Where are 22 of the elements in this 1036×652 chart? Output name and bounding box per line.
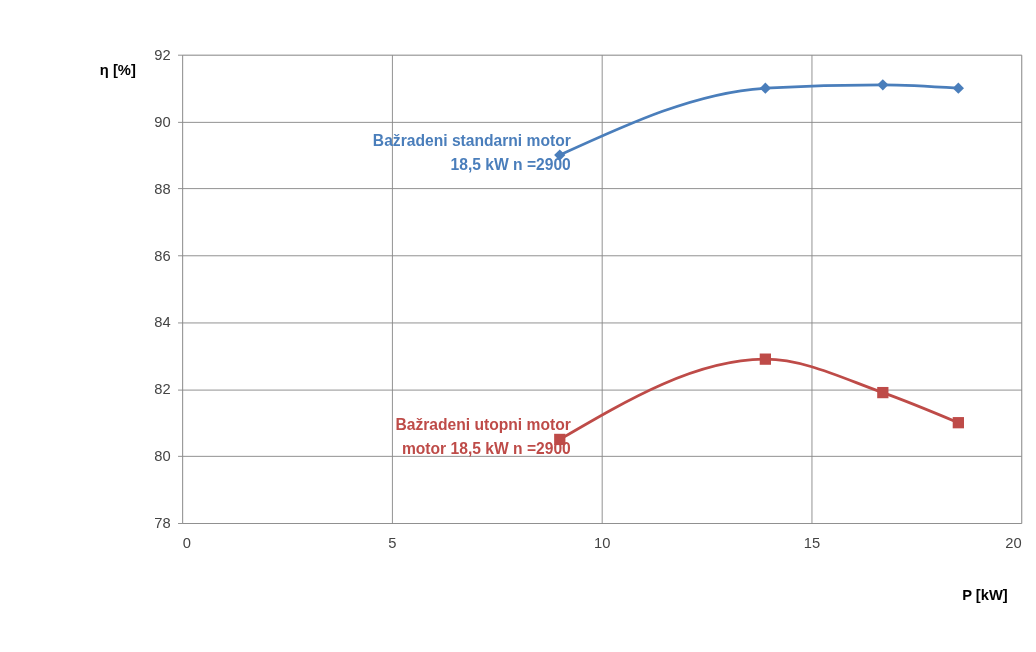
x-tick-label: 10 (594, 535, 611, 552)
point (759, 82, 771, 94)
x-tick-label: 0 (182, 535, 191, 552)
x-tick-label: 5 (388, 535, 397, 552)
y-tick-label: 86 (154, 247, 171, 264)
y-tick-label: 84 (154, 314, 171, 331)
y-tick-label: 88 (154, 180, 171, 197)
point (759, 353, 771, 365)
point (877, 79, 889, 91)
y-tick-label: 78 (154, 515, 171, 532)
y-axis-title: η [%] (99, 62, 136, 79)
y-tick-label: 80 (154, 448, 171, 465)
x-axis-title: P [kW] (962, 586, 1008, 603)
y-tick-label: 90 (154, 113, 171, 130)
series-label: Bažradeni standarni motor 18,5 kW n =2900 (372, 131, 572, 173)
point (877, 386, 889, 399)
point (952, 417, 964, 429)
x-tick-label: 20 (1005, 535, 1022, 552)
x-tick-label: 15 (803, 535, 821, 552)
y-tick-label: 92 (154, 46, 171, 63)
y-tick-label: 82 (154, 381, 171, 398)
point (952, 82, 964, 94)
